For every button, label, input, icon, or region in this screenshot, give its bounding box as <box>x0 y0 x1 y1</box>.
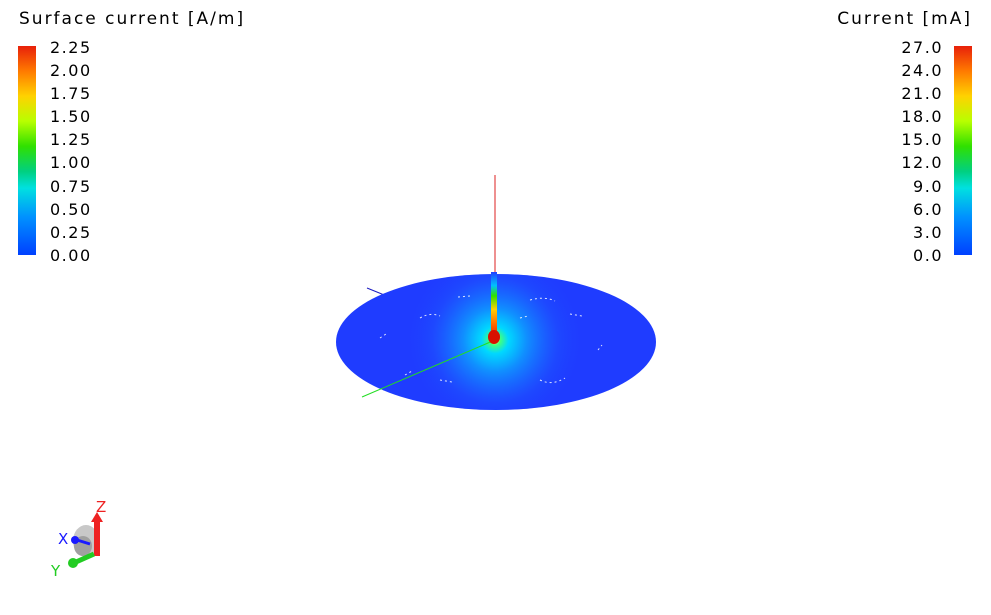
y-axis-label: Y <box>50 562 61 578</box>
tick-label: 1.00 <box>50 153 92 173</box>
x-arrow-head <box>71 536 79 544</box>
tick-label: 1.75 <box>50 84 92 104</box>
antenna-feed-point <box>488 330 500 344</box>
tick-label: 27.0 <box>901 38 943 57</box>
tick-label: 9.0 <box>913 176 943 196</box>
tick-label: 21.0 <box>901 84 943 104</box>
tick-label: 1.50 <box>50 107 92 127</box>
current-colorbar <box>954 46 972 255</box>
surface-current-tick-labels: 2.25 2.00 1.75 1.50 1.25 1.00 0.75 0.50 … <box>50 36 92 267</box>
tick-label: 12.0 <box>901 153 943 173</box>
surface-current-colorbar <box>18 46 36 255</box>
x-arrow <box>76 538 91 546</box>
current-legend-title: Current [mA] <box>837 9 972 29</box>
tick-label: 0.75 <box>50 176 92 196</box>
y-arrow <box>74 551 96 565</box>
tick-label: 15.0 <box>901 130 943 150</box>
mesh-artifacts <box>379 295 603 384</box>
x-axis-label: X <box>58 530 68 548</box>
z-arrow <box>94 520 100 556</box>
tick-label: 1.25 <box>50 130 92 150</box>
tick-label: 24.0 <box>901 61 943 81</box>
axes-triad: Z X Y <box>50 498 106 578</box>
y-arrow-head <box>68 558 78 568</box>
tick-label: 3.0 <box>913 222 943 242</box>
y-axis-line <box>361 339 496 398</box>
tick-label: 0.25 <box>50 222 92 242</box>
tick-label: 18.0 <box>901 107 943 127</box>
tick-label: 6.0 <box>913 199 943 219</box>
tick-label: 2.00 <box>50 61 92 81</box>
tick-label: 0.0 <box>913 245 943 265</box>
monopole-antenna <box>491 272 497 340</box>
surface-current-legend-title: Surface current [A/m] <box>19 9 246 29</box>
tick-label: 2.25 <box>50 38 92 57</box>
tick-label: 0.00 <box>50 245 92 265</box>
tick-label: 0.50 <box>50 199 92 219</box>
z-axis-label: Z <box>96 498 106 516</box>
current-tick-labels: 27.0 24.0 21.0 18.0 15.0 12.0 9.0 6.0 3.… <box>901 36 943 267</box>
z-arrow-head <box>91 512 103 522</box>
